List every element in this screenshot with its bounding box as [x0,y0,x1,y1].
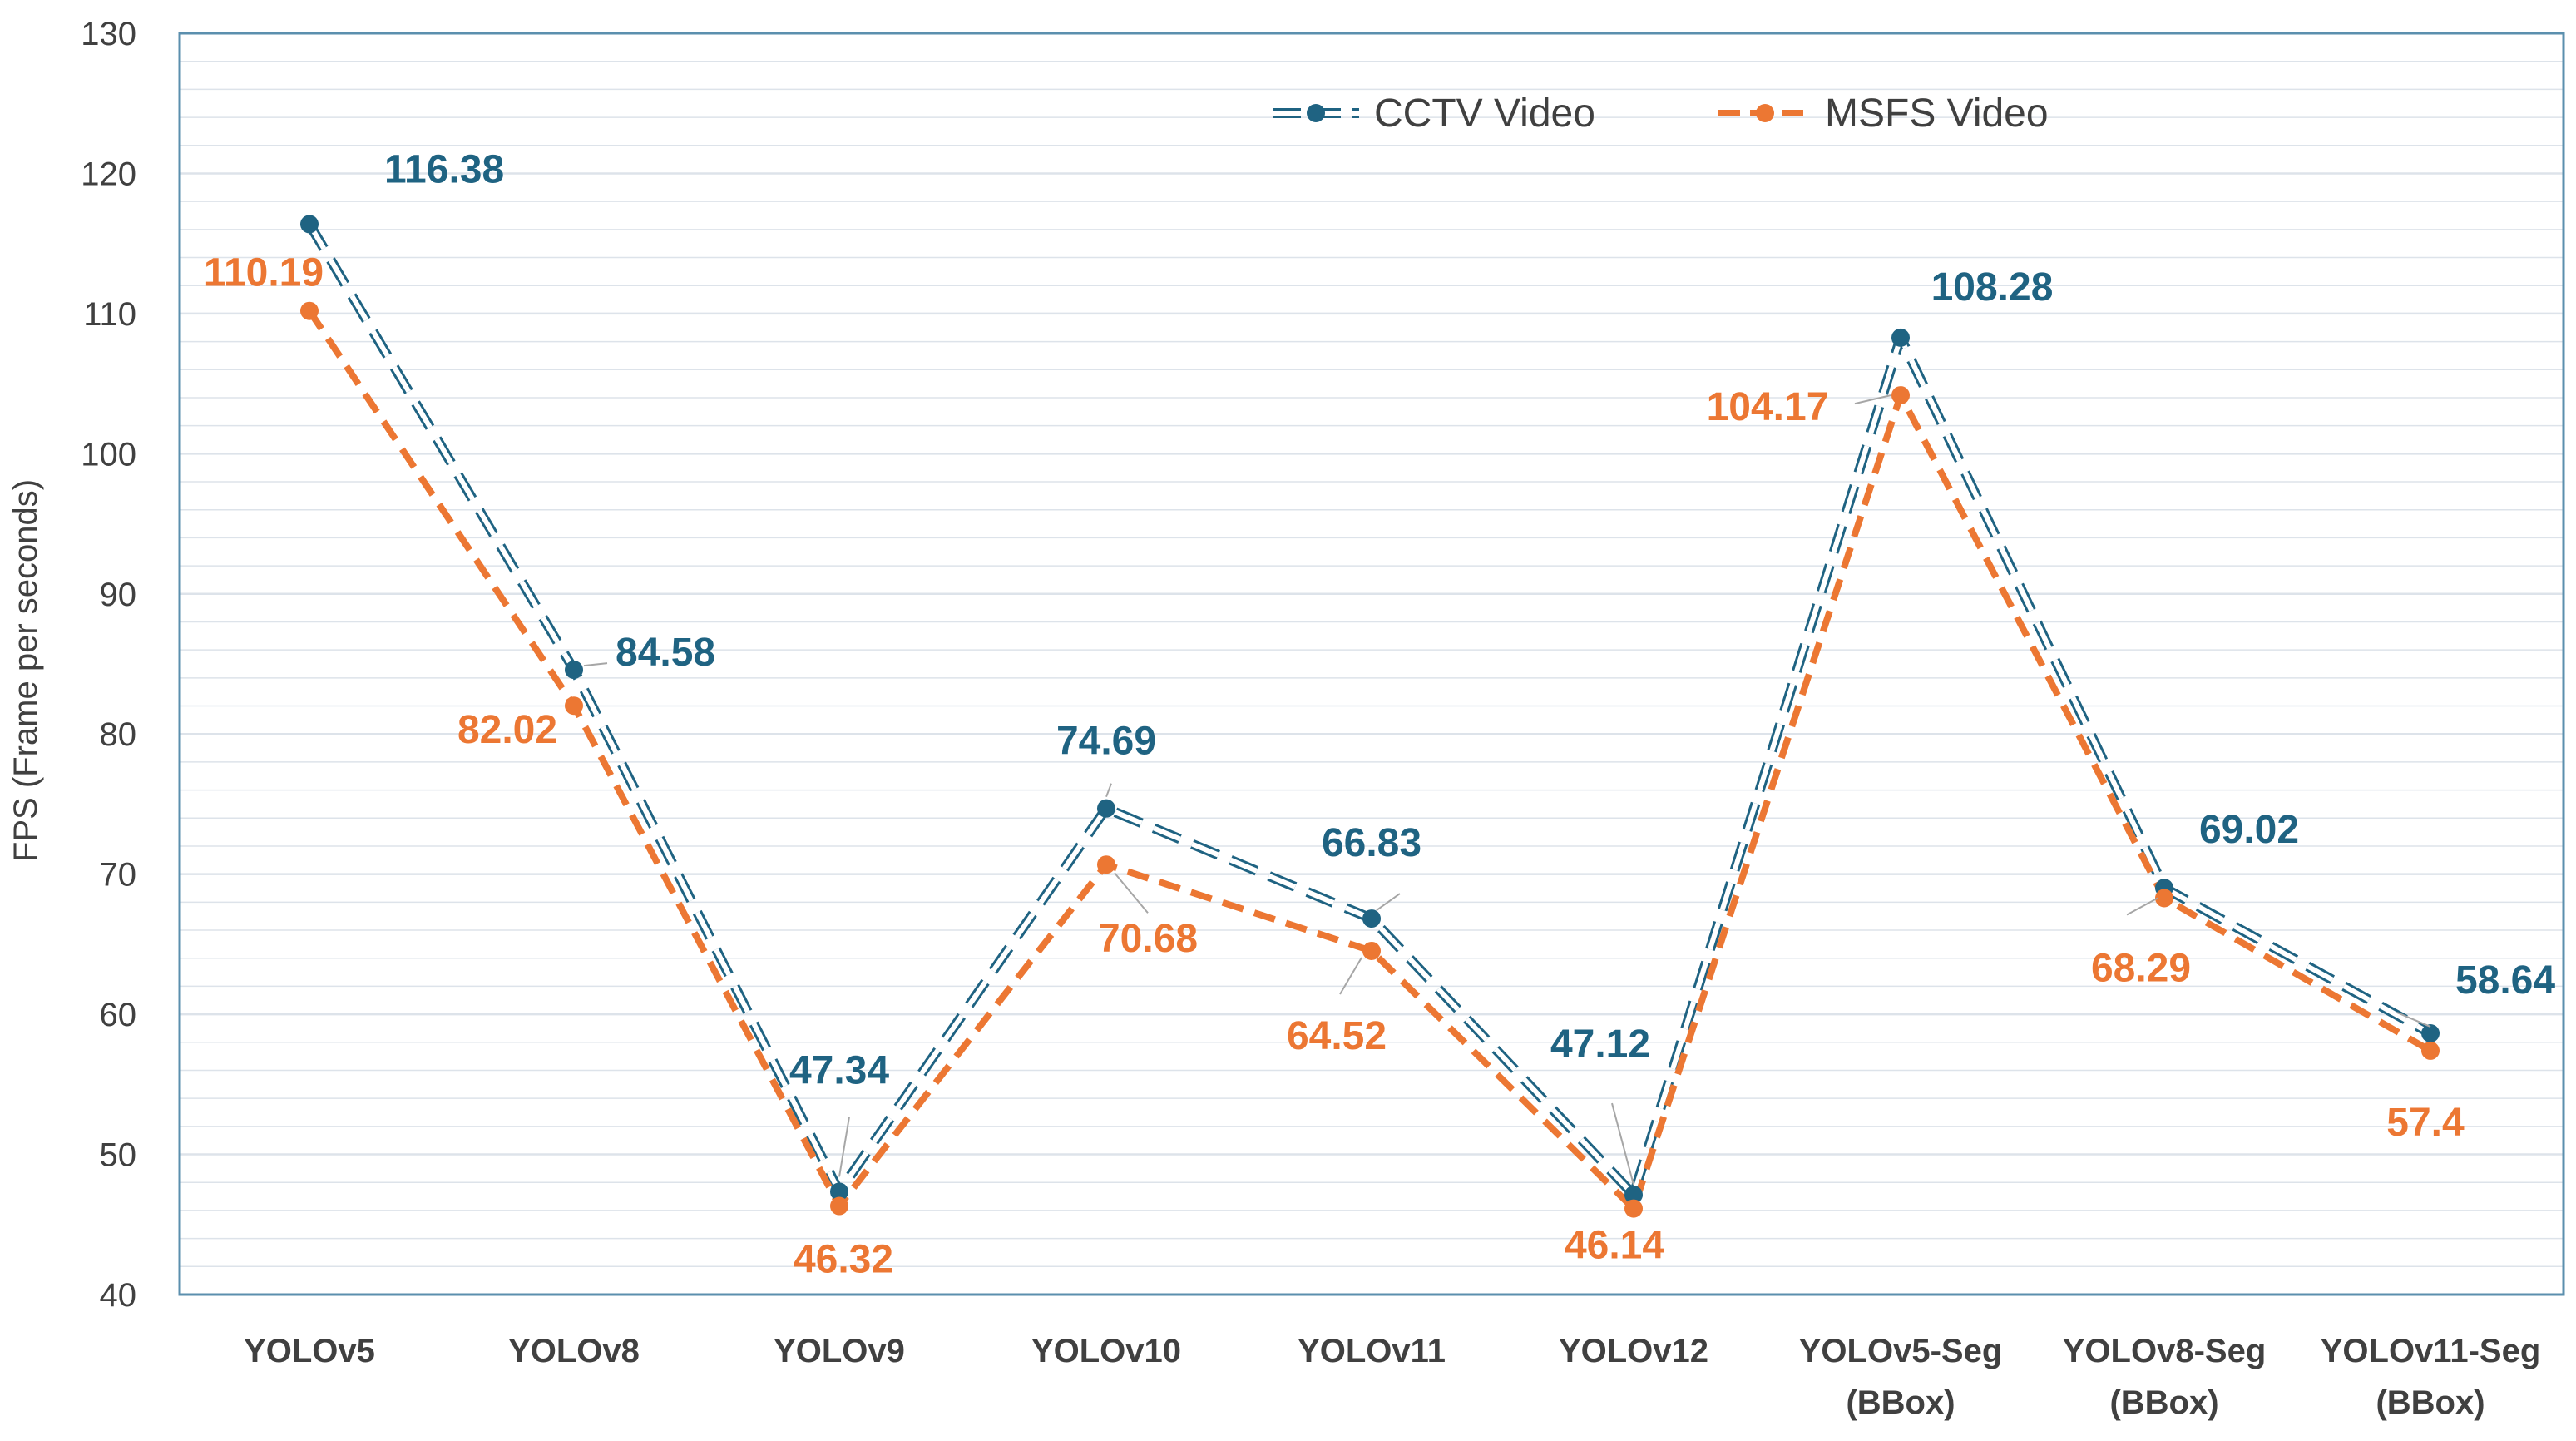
msfs-video-point [1624,1199,1643,1218]
y-tick-label: 60 [100,997,137,1033]
y-tick-label: 120 [81,156,136,192]
x-tick-label: YOLOv10 [1031,1333,1181,1369]
data-label-leader [2396,1012,2431,1028]
data-label-leader [1854,394,1891,405]
plot-area-border [178,32,2565,1296]
x-tick-label: YOLOv11 [1298,1333,1446,1369]
data-label-leader [838,1117,850,1177]
y-tick-label: 100 [81,436,136,473]
series-line-msfs-video [306,309,2432,1212]
y-tick-label: 130 [81,16,136,52]
msfs-video-point [1891,386,1910,405]
msfs-video-data-label: 46.14 [1565,1224,1664,1268]
y-tick-label: 90 [100,577,137,613]
msfs-video-data-label: 110.19 [204,251,324,295]
msfs-video-data-label: 57.4 [2386,1101,2465,1145]
cctv-video-point [1624,1186,1643,1205]
y-axis-title: FPS (Frame per seconds) [7,479,44,862]
msfs-video-point [2421,1041,2440,1060]
msfs-video-data-label: 64.52 [1287,1014,1387,1058]
msfs-video-point [565,696,583,716]
data-label-leader [1611,1102,1634,1186]
cctv-video-data-label: 108.28 [1931,265,2054,309]
y-axis: 40 50 60 70 80 90 100 110 120 130 [81,16,136,1314]
x-tick-label: (BBox) [1846,1384,1955,1421]
legend-label-msfs-video: MSFS Video [1825,92,2049,136]
grid [180,32,2564,1296]
cctv-video-point [1097,799,1115,818]
cctv-video-data-label: 58.64 [2455,958,2555,1003]
x-tick-label: YOLOv5 [244,1333,375,1369]
x-tick-label: (BBox) [2109,1384,2218,1421]
cctv-video-data-label: 69.02 [2199,808,2299,852]
data-label-leader [1376,893,1401,911]
y-tick-label: 70 [100,857,137,894]
y-tick-label: 50 [100,1137,137,1174]
x-axis: YOLOv5 YOLOv8 YOLOv9 YOLOv10 YOLOv11 YOLOv12 Y… [244,1333,2540,1421]
legend-marker-msfs-video [1756,104,1774,122]
data-label-leader [1114,872,1149,914]
msfs-video-point [830,1196,848,1216]
msfs-video-point [1097,855,1115,874]
x-tick-label: YOLOv8 [508,1333,640,1369]
data-label-leader [2126,897,2158,916]
y-tick-label: 80 [100,716,137,753]
legend-marker-cctv-video [1307,104,1325,122]
x-tick-label: YOLOv11-Seg [2321,1333,2541,1369]
cctv-video-point [300,215,319,234]
y-tick-label: 110 [83,296,136,333]
cctv-video-point [2421,1024,2440,1043]
x-tick-label: (BBox) [2376,1384,2485,1421]
x-tick-label: YOLOv5-Seg [1799,1333,2003,1369]
msfs-video-point [2155,889,2173,908]
cctv-video-data-label: 84.58 [616,631,715,675]
legend: CCTV Video MSFS Video [1273,92,2049,136]
msfs-video-data-label: 104.17 [1707,385,1829,429]
series: 116.38 84.58 47.34 74.69 66.83 47.12 108.28 69.… [204,147,2555,1281]
data-label-leader [1105,783,1112,798]
x-tick-label: YOLOv12 [1559,1333,1708,1369]
msfs-video-data-label: 46.32 [794,1238,893,1282]
data-label-leader [1339,957,1362,995]
cctv-video-point [565,661,583,680]
data-label-leader [583,662,608,667]
x-tick-label: YOLOv8-Seg [2063,1333,2267,1369]
msfs-video-data-label: 68.29 [2091,946,2191,990]
cctv-video-data-label: 47.12 [1550,1023,1650,1067]
cctv-video-data-label: 74.69 [1056,720,1156,764]
cctv-video-data-label: 116.38 [384,147,504,191]
cctv-video-point [1891,328,1910,347]
msfs-video-data-label: 82.02 [457,708,557,752]
legend-label-cctv-video: CCTV Video [1374,92,1595,136]
msfs-video-point [1362,941,1381,960]
cctv-video-point [1362,909,1381,928]
msfs-video-point [300,301,319,320]
cctv-video-data-label: 47.34 [789,1048,889,1092]
cctv-video-data-label: 66.83 [1322,821,1421,865]
x-tick-label: YOLOv9 [774,1333,905,1369]
y-tick-label: 40 [100,1277,137,1314]
msfs-video-data-label: 70.68 [1098,917,1198,961]
cctv-video-point [830,1182,848,1201]
